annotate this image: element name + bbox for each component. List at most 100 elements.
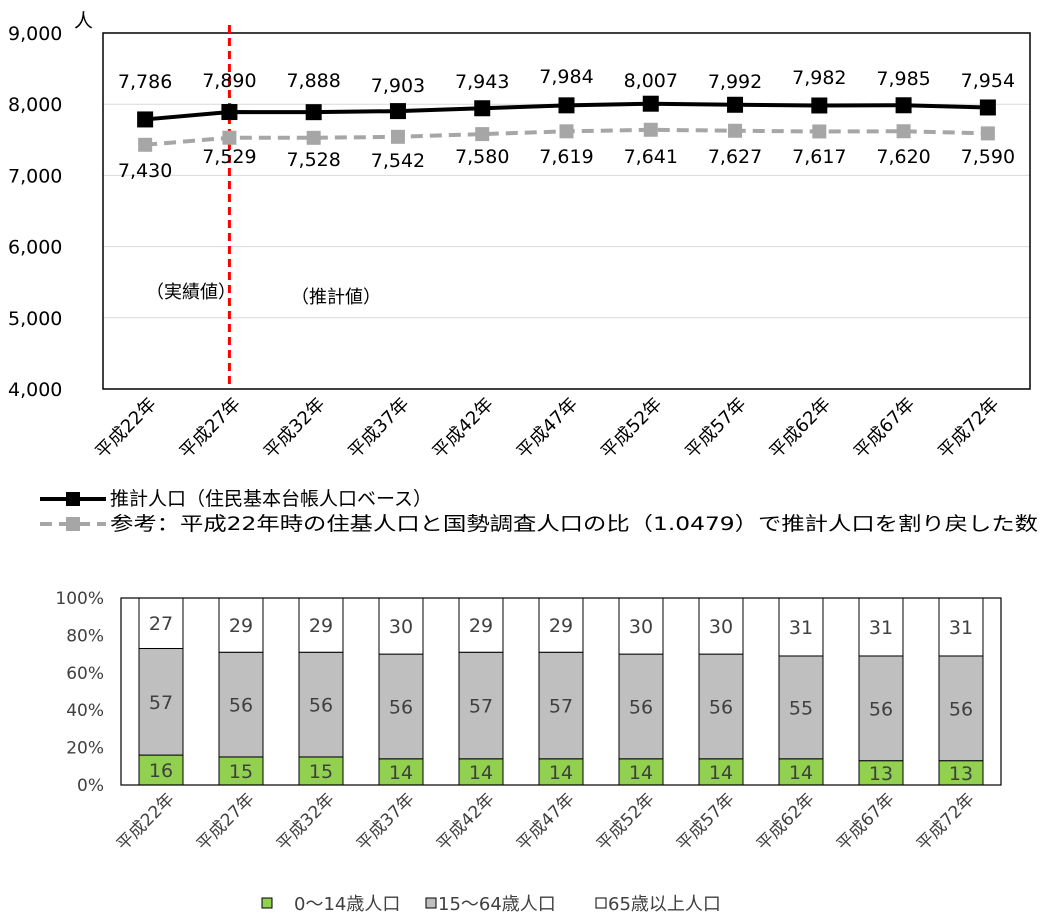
legend-label: 15～64歳人口 — [438, 894, 556, 915]
bar-value-label: 31 — [869, 617, 893, 639]
bar-segment — [618, 597, 664, 655]
bar-segment — [538, 597, 584, 653]
plot-area-border — [102, 32, 1031, 390]
bar-segment — [698, 653, 744, 760]
bar-segment — [778, 758, 824, 786]
data-label-estimate: 7,982 — [792, 67, 846, 89]
data-point-estimate — [811, 97, 828, 114]
data-label-reference: 7,619 — [539, 146, 593, 168]
bar-segment — [538, 651, 584, 760]
data-point-reference — [138, 137, 153, 152]
data-label-estimate: 7,984 — [539, 66, 593, 88]
bar-value-label: 56 — [389, 696, 413, 718]
data-point-reference — [559, 124, 574, 139]
bar-segment — [618, 653, 664, 760]
data-label-reference: 7,641 — [624, 146, 678, 168]
x-tick-label: 平成62年 — [753, 789, 819, 855]
x-tick-label: 平成42年 — [433, 789, 499, 855]
y-tick-label: 8,000 — [8, 94, 62, 116]
bar-value-label: 30 — [629, 616, 653, 638]
data-label-reference: 7,580 — [455, 146, 509, 168]
y-tick-label: 9,000 — [8, 23, 62, 45]
bar-segment — [298, 651, 344, 758]
x-tick-label: 平成52年 — [593, 789, 659, 855]
legend-swatch — [261, 897, 273, 909]
legend-swatch-marker — [66, 492, 80, 506]
data-label-reference: 7,627 — [708, 146, 762, 168]
y-tick-label: 0% — [77, 776, 104, 796]
bar-value-label: 14 — [389, 762, 413, 784]
data-label-estimate: 7,890 — [202, 70, 256, 92]
data-point-reference — [475, 127, 490, 142]
bar-value-label: 16 — [149, 760, 173, 782]
data-label-estimate: 8,007 — [624, 70, 678, 92]
data-point-reference — [896, 124, 911, 139]
y-tick-label: 100% — [55, 589, 104, 609]
data-point-estimate — [979, 99, 996, 116]
bar-value-label: 29 — [469, 615, 493, 637]
data-point-reference — [306, 130, 321, 145]
bar-value-label: 57 — [549, 696, 573, 718]
bar-segment — [698, 597, 744, 655]
bar-value-label: 15 — [229, 761, 253, 783]
x-tick-label: 平成72年 — [913, 789, 979, 855]
bar-segment — [218, 756, 264, 786]
y-tick-label: 60% — [66, 664, 104, 684]
legend-swatch — [425, 897, 437, 909]
bar-segment — [938, 597, 984, 657]
bar-segment — [938, 760, 984, 786]
bar-segment — [858, 760, 904, 786]
x-tick-label: 平成32年 — [273, 789, 339, 855]
data-label-reference: 7,620 — [876, 146, 930, 168]
data-point-reference — [643, 122, 658, 137]
bar-value-label: 56 — [309, 695, 333, 717]
data-point-estimate — [474, 100, 491, 117]
bar-segment — [218, 597, 264, 653]
legend-label-reference: 参考：平成22年時の住基人口と国勢調査人口の比（1.0479）で推計人口を割り戻… — [110, 513, 1038, 535]
bar-segment — [458, 758, 504, 786]
legend-swatch — [595, 897, 607, 909]
x-tick-label: 平成37年 — [353, 789, 419, 855]
data-point-estimate — [389, 103, 406, 120]
bar-value-label: 57 — [149, 692, 173, 714]
bar-segment — [778, 655, 824, 760]
bar-segment — [858, 655, 904, 762]
data-label-reference: 7,542 — [371, 150, 425, 172]
bar-value-label: 56 — [629, 696, 653, 718]
bar-value-label: 15 — [309, 761, 333, 783]
annotation-actual: （実績値） — [146, 282, 236, 303]
bar-value-label: 57 — [469, 696, 493, 718]
data-point-estimate — [558, 97, 575, 114]
data-label-estimate: 7,954 — [961, 70, 1015, 92]
x-tick-label: 平成67年 — [833, 789, 899, 855]
data-label-estimate: 7,992 — [708, 71, 762, 93]
data-point-reference — [390, 129, 405, 144]
bar-value-label: 29 — [309, 615, 333, 637]
bar-value-label: 14 — [789, 762, 813, 784]
y-unit-label: 人 — [74, 10, 93, 32]
bar-value-label: 30 — [389, 616, 413, 638]
annotation-estimate: （推計値） — [291, 287, 381, 308]
bar-value-label: 31 — [789, 617, 813, 639]
y-tick-label: 5,000 — [8, 308, 62, 330]
x-tick-label: 平成27年 — [193, 789, 259, 855]
data-label-estimate: 7,943 — [455, 71, 509, 93]
x-tick-label: 平成22年 — [113, 789, 179, 855]
legend-label: 65歳以上人口 — [608, 894, 721, 915]
data-label-reference: 7,617 — [792, 146, 846, 168]
bar-value-label: 56 — [709, 696, 733, 718]
data-label-estimate: 7,786 — [118, 71, 172, 93]
plot-area-border — [120, 597, 1002, 786]
bar-value-label: 30 — [709, 616, 733, 638]
bar-segment — [858, 597, 904, 657]
data-point-reference — [728, 123, 743, 138]
y-tick-label: 7,000 — [8, 165, 62, 187]
bar-segment — [618, 758, 664, 786]
bar-value-label: 13 — [869, 763, 893, 785]
bar-segment — [938, 655, 984, 762]
y-tick-label: 40% — [66, 701, 104, 721]
data-point-estimate — [137, 111, 154, 128]
bar-value-label: 14 — [549, 762, 573, 784]
